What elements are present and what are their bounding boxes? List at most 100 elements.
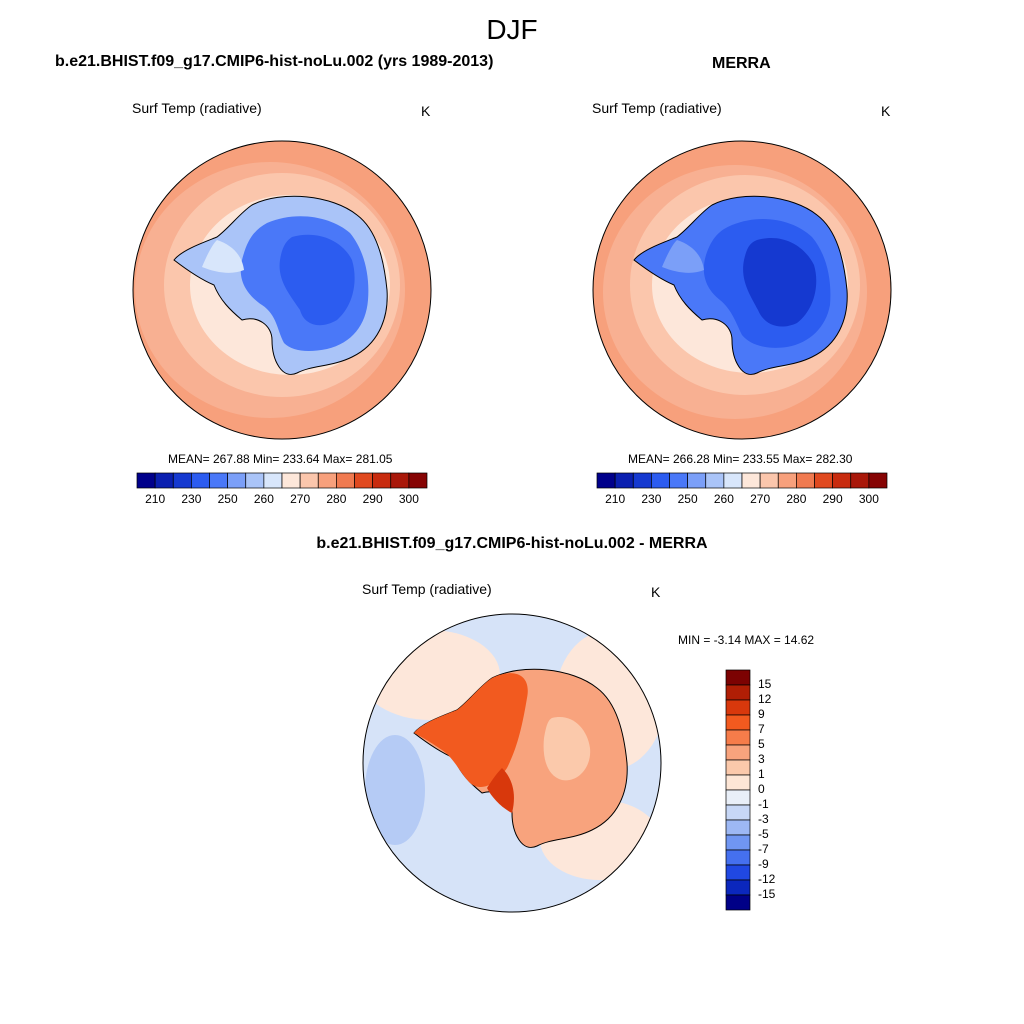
model-colorbar-tick-label: 270 xyxy=(290,492,311,506)
model-colorbar-swatch xyxy=(154,472,174,489)
obs-ice-sheet-coldest xyxy=(743,237,817,327)
model-colorbar-tick-label: 290 xyxy=(362,492,383,506)
model-colorbar-swatch xyxy=(245,472,265,489)
obs-colorbar-swatch xyxy=(868,472,888,489)
diff-map-border xyxy=(362,613,662,913)
obs-colorbar-swatch xyxy=(850,472,870,489)
obs-colorbar-swatch xyxy=(814,472,833,489)
model-colorbar-swatch xyxy=(408,472,428,489)
obs-colorbar-swatch xyxy=(632,472,652,489)
obs-colorbar-swatch xyxy=(669,472,688,489)
model-colorbar-swatch xyxy=(299,472,319,489)
diff-west-antarctica-warm xyxy=(414,673,528,788)
obs-colorbar-tick-label: 210 xyxy=(605,492,626,506)
obs-colorbar-swatch xyxy=(687,472,707,489)
obs-colorbar-swatch xyxy=(596,472,616,489)
diff-colorbar-tick-label: 5 xyxy=(758,737,765,751)
diff-colorbar-swatch xyxy=(725,789,751,806)
diff-east-plateau xyxy=(543,717,591,781)
obs-colorbar-tick-label: 260 xyxy=(713,492,734,506)
model-colorbar-swatch xyxy=(390,472,410,489)
obs-colorbar-swatch xyxy=(777,472,797,489)
obs-colorbar-swatch xyxy=(705,472,725,489)
diff-colorbar-tick-label: 1 xyxy=(758,767,765,781)
model-colorbar-tick-label: 230 xyxy=(181,492,202,506)
model-colorbar-swatch xyxy=(336,472,355,489)
obs-units-label: K xyxy=(881,103,891,119)
obs-colorbar-tick-label: 290 xyxy=(822,492,843,506)
diff-ocean-cool-w xyxy=(365,735,425,845)
diff-colorbar-tick-label: -9 xyxy=(758,857,769,871)
diff-colorbar-swatch xyxy=(725,684,751,701)
model-map-border xyxy=(132,140,432,440)
obs-colorbar-tick-label: 230 xyxy=(641,492,662,506)
obs-colorbar-swatch xyxy=(741,472,761,489)
model-panel-title: b.e21.BHIST.f09_g17.CMIP6-hist-noLu.002 … xyxy=(55,53,494,70)
diff-colorbar-swatch xyxy=(725,714,751,731)
obs-colorbar-swatch xyxy=(796,472,815,489)
obs-variable-label: Surf Temp (radiative) xyxy=(592,100,722,116)
obs-colorbar-swatch xyxy=(614,472,634,489)
model-colorbar-swatch xyxy=(372,472,392,489)
obs-ross-ice-shelf xyxy=(662,240,704,273)
diff-colorbar-swatch xyxy=(725,894,751,911)
diff-colorbar-swatch xyxy=(725,759,751,776)
diff-colorbar-tick-label: 3 xyxy=(758,752,765,766)
diff-colorbar-tick-label: -7 xyxy=(758,842,769,856)
obs-colorbar xyxy=(596,472,888,489)
diff-colorbar-tick-label: 7 xyxy=(758,722,765,736)
obs-colorbar-tick-label: 270 xyxy=(750,492,771,506)
model-ross-ice-shelf xyxy=(202,240,244,273)
model-map xyxy=(133,141,431,439)
model-colorbar-tick-label: 300 xyxy=(398,492,419,506)
diff-colorbar-swatch xyxy=(725,804,751,821)
obs-colorbar-tick-label: 250 xyxy=(677,492,698,506)
obs-colorbar-swatch xyxy=(832,472,852,489)
diff-colorbar-swatch xyxy=(725,744,751,761)
diff-colorbar-swatch xyxy=(725,819,751,836)
diff-panel-title: b.e21.BHIST.f09_g17.CMIP6-hist-noLu.002 … xyxy=(316,535,708,552)
model-colorbar-swatch xyxy=(317,472,337,489)
diff-colorbar-tick-label: 0 xyxy=(758,782,765,796)
diff-colorbar-tick-label: 12 xyxy=(758,692,772,706)
diff-colorbar-tick-label: -15 xyxy=(758,887,776,901)
diff-colorbar-swatch xyxy=(725,774,751,791)
model-colorbar-tick-label: 280 xyxy=(326,492,347,506)
diff-colorbar-swatch xyxy=(725,729,751,746)
diff-colorbar-tick-label: -5 xyxy=(758,827,769,841)
model-colorbar-swatch xyxy=(227,472,247,489)
diff-colorbar-tick-label: -3 xyxy=(758,812,769,826)
model-colorbar-swatch xyxy=(281,472,301,489)
diff-stats: MIN = -3.14 MAX = 14.62 xyxy=(678,633,815,647)
model-colorbar-swatch xyxy=(191,472,210,489)
obs-panel-title: MERRA xyxy=(712,55,771,72)
obs-colorbar-tick-label: 280 xyxy=(786,492,807,506)
diff-colorbar-swatch xyxy=(725,699,751,716)
figure-title: DJF xyxy=(486,14,538,45)
diff-colorbar-tick-label: -12 xyxy=(758,872,776,886)
model-colorbar-swatch xyxy=(263,472,283,489)
model-colorbar-tick-label: 260 xyxy=(253,492,274,506)
diff-colorbar-swatch xyxy=(725,864,751,881)
obs-colorbar-swatch xyxy=(651,472,670,489)
model-units-label: K xyxy=(421,103,431,119)
model-stats: MEAN= 267.88 Min= 233.64 Max= 281.05 xyxy=(168,452,393,466)
model-colorbar xyxy=(136,472,428,489)
model-colorbar-swatch xyxy=(354,472,373,489)
obs-colorbar-tick-label: 300 xyxy=(858,492,879,506)
obs-colorbar-swatch xyxy=(723,472,743,489)
diff-colorbar-swatch xyxy=(725,834,751,851)
diff-colorbar-tick-label: 15 xyxy=(758,677,772,691)
obs-map xyxy=(593,141,891,439)
diff-units-label: K xyxy=(651,584,661,600)
obs-colorbar-swatch xyxy=(759,472,779,489)
diff-colorbar xyxy=(725,669,751,911)
diff-colorbar-swatch xyxy=(725,879,751,896)
model-colorbar-swatch xyxy=(172,472,192,489)
model-colorbar-swatch xyxy=(209,472,228,489)
model-colorbar-tick-label: 210 xyxy=(145,492,166,506)
obs-stats: MEAN= 266.28 Min= 233.55 Max= 282.30 xyxy=(628,452,853,466)
diff-variable-label: Surf Temp (radiative) xyxy=(362,581,492,597)
diff-colorbar-tick-label: 9 xyxy=(758,707,765,721)
